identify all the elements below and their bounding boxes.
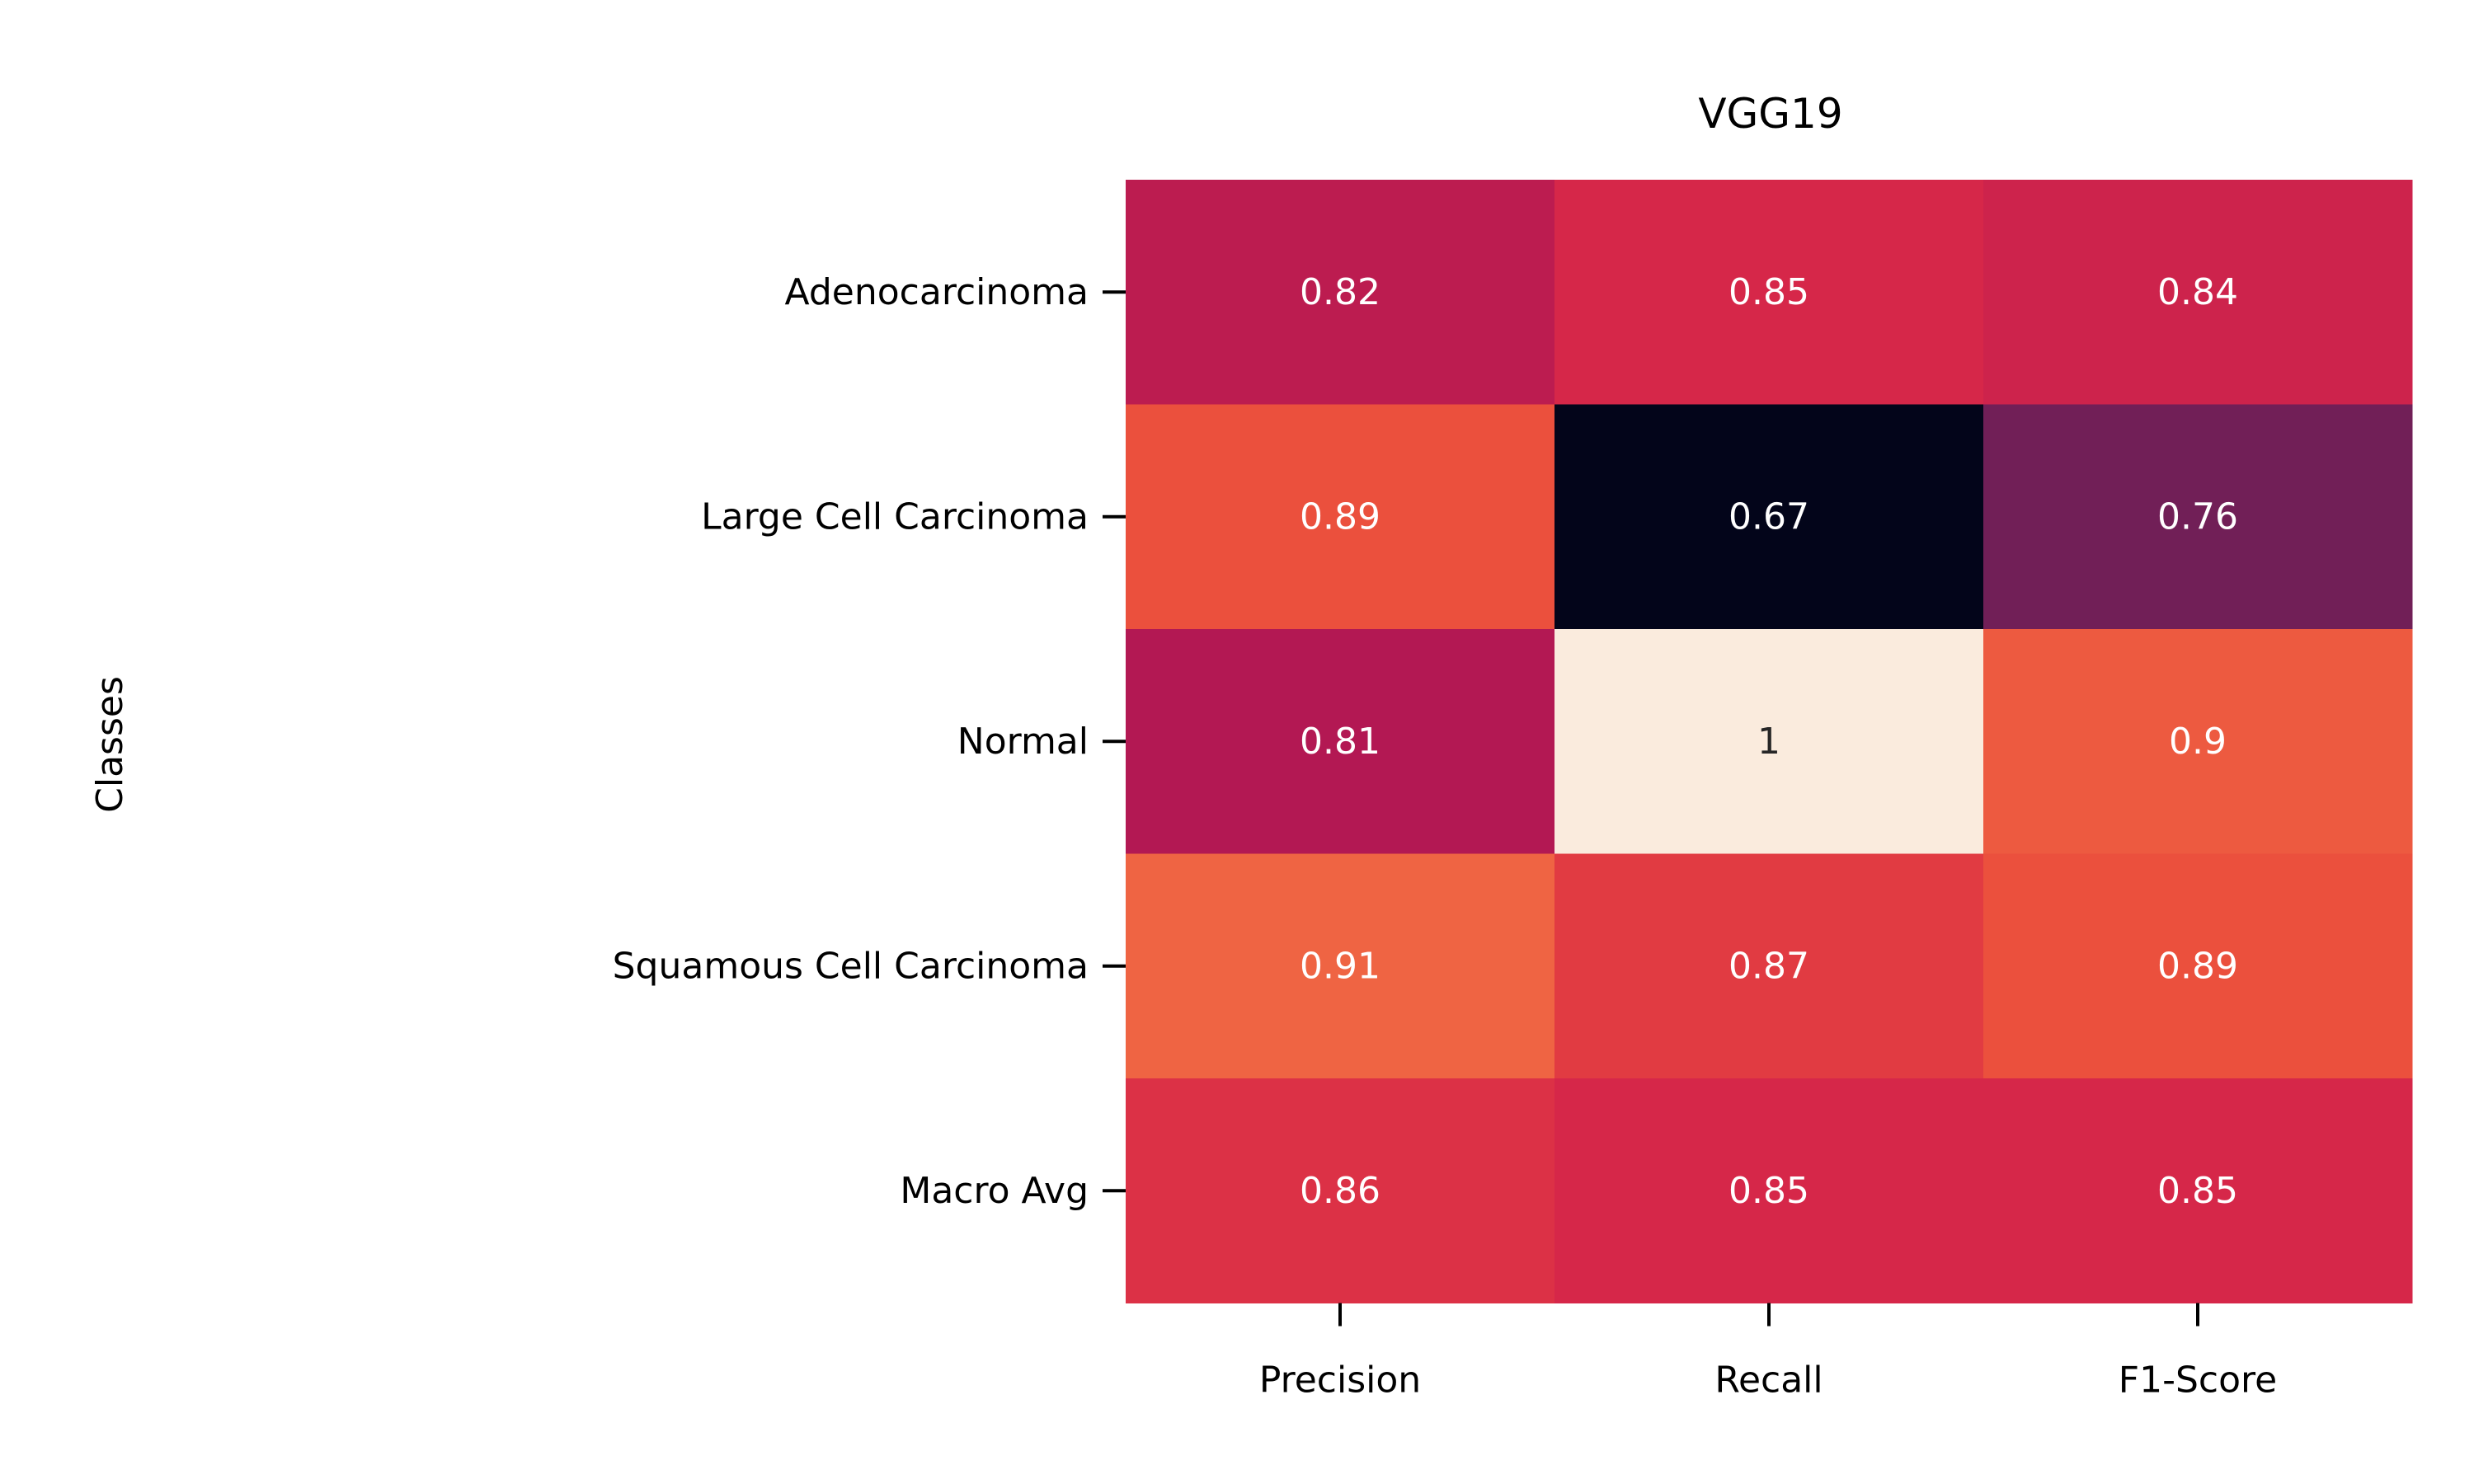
heatmap-cell bbox=[1126, 404, 1555, 630]
heatmap-cell bbox=[1983, 180, 2413, 405]
heatmap-cell-value: 1 bbox=[1757, 721, 1780, 763]
y-axis-label: Classes bbox=[89, 676, 131, 813]
y-tick-label: Macro Avg bbox=[900, 1170, 1089, 1212]
heatmap-cell bbox=[1126, 853, 1555, 1079]
x-axis-ticks: Precision Recall F1-Score bbox=[1259, 1303, 2277, 1402]
heatmap-cell bbox=[1983, 629, 2413, 854]
heatmap-cell-value: 0.67 bbox=[1729, 495, 1809, 538]
x-tick-label: Recall bbox=[1714, 1360, 1823, 1402]
heatmap-cell-value: 0.84 bbox=[2157, 271, 2238, 313]
heatmap-cell bbox=[1554, 404, 1984, 630]
heatmap-cells bbox=[1126, 180, 2413, 1303]
y-tick-label: Adenocarcinoma bbox=[785, 271, 1089, 313]
heatmap-cell-value: 0.91 bbox=[1300, 945, 1380, 987]
heatmap-cell bbox=[1126, 180, 1555, 405]
heatmap-cell bbox=[1126, 1078, 1555, 1303]
heatmap-cell-value: 0.85 bbox=[1729, 1170, 1809, 1212]
heatmap-cell bbox=[1554, 853, 1984, 1079]
heatmap-cell-value: 0.89 bbox=[1300, 495, 1380, 538]
heatmap-cell-value: 0.85 bbox=[2157, 1170, 2238, 1212]
chart-title: VGG19 bbox=[1698, 90, 1842, 138]
heatmap-cell bbox=[1983, 853, 2413, 1079]
x-tick-label: Precision bbox=[1259, 1360, 1421, 1402]
heatmap-cell-value: 0.89 bbox=[2157, 945, 2238, 987]
x-tick-label: F1-Score bbox=[2119, 1360, 2277, 1402]
y-tick-label: Squamous Cell Carcinoma bbox=[613, 945, 1089, 987]
heatmap-cell bbox=[1983, 404, 2413, 630]
heatmap-cell-value: 0.85 bbox=[1729, 271, 1809, 313]
y-tick-label: Large Cell Carcinoma bbox=[701, 495, 1089, 538]
heatmap-cell bbox=[1983, 1078, 2413, 1303]
heatmap-cell-value: 0.87 bbox=[1729, 945, 1809, 987]
y-tick-label: Normal bbox=[957, 721, 1089, 763]
heatmap-cell-value: 0.81 bbox=[1300, 721, 1380, 763]
heatmap-cell-value: 0.86 bbox=[1300, 1170, 1380, 1212]
y-axis-ticks: Adenocarcinoma Large Cell Carcinoma Normal… bbox=[613, 271, 1126, 1212]
heatmap-cell-value: 0.76 bbox=[2157, 495, 2238, 538]
heatmap-cell-value: 0.9 bbox=[2169, 721, 2227, 763]
heatmap-cell bbox=[1554, 1078, 1984, 1303]
heatmap-cell-labels: 0.82 0.85 0.84 0.89 0.67 0.76 0.81 1 0.9 0.91 0.87… bbox=[1300, 271, 2238, 1212]
heatmap-cell bbox=[1126, 629, 1555, 854]
heatmap-cell bbox=[1554, 629, 1984, 854]
heatmap-cell bbox=[1554, 180, 1984, 405]
heatmap-cell-value: 0.82 bbox=[1300, 271, 1380, 313]
